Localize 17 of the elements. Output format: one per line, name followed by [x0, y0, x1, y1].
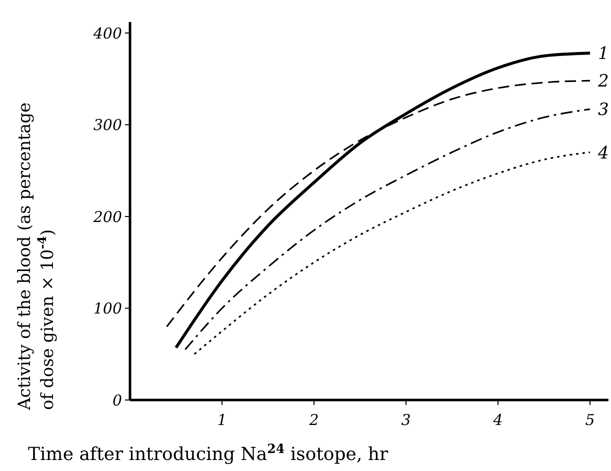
y-tick-label: 0	[112, 391, 122, 410]
x-axis-title: Time after introducing Na$^{24}$ isotope, hr	[28, 440, 388, 465]
y-tick-label: 300	[93, 116, 122, 134]
x-tick-label: 1	[217, 411, 227, 429]
x-tick-label: 3	[401, 411, 411, 429]
line-series	[194, 151, 591, 355]
series-label: 2	[597, 72, 609, 92]
x-tick-label: 4	[492, 411, 503, 429]
series-label: 1	[598, 44, 609, 64]
x-tick-label: 2	[308, 411, 319, 429]
y-tick-label: 200	[92, 208, 122, 226]
series-label: 4	[597, 143, 609, 164]
series-label: 3	[598, 100, 609, 120]
x-tick-label: 5	[585, 411, 595, 429]
line-series	[184, 108, 591, 350]
y-tick-label: 100	[93, 300, 122, 318]
y-tick-label: 400	[92, 24, 122, 42]
